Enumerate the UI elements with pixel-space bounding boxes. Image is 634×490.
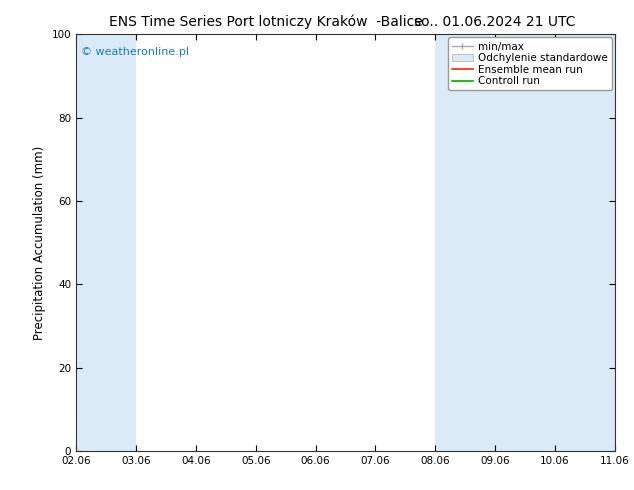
Y-axis label: Precipitation Accumulation (mm): Precipitation Accumulation (mm) [33,146,46,340]
Text: © weatheronline.pl: © weatheronline.pl [81,47,190,57]
Text: so.. 01.06.2024 21 UTC: so.. 01.06.2024 21 UTC [414,15,575,29]
Bar [555,34,634,451]
Text: ENS Time Series Port lotniczy Kraków  -Balice: ENS Time Series Port lotniczy Kraków -Ba… [110,15,423,29]
Bar [76,34,136,451]
Bar [436,34,555,451]
Legend: min/max, Odchylenie standardowe, Ensemble mean run, Controll run: min/max, Odchylenie standardowe, Ensembl… [448,37,612,91]
